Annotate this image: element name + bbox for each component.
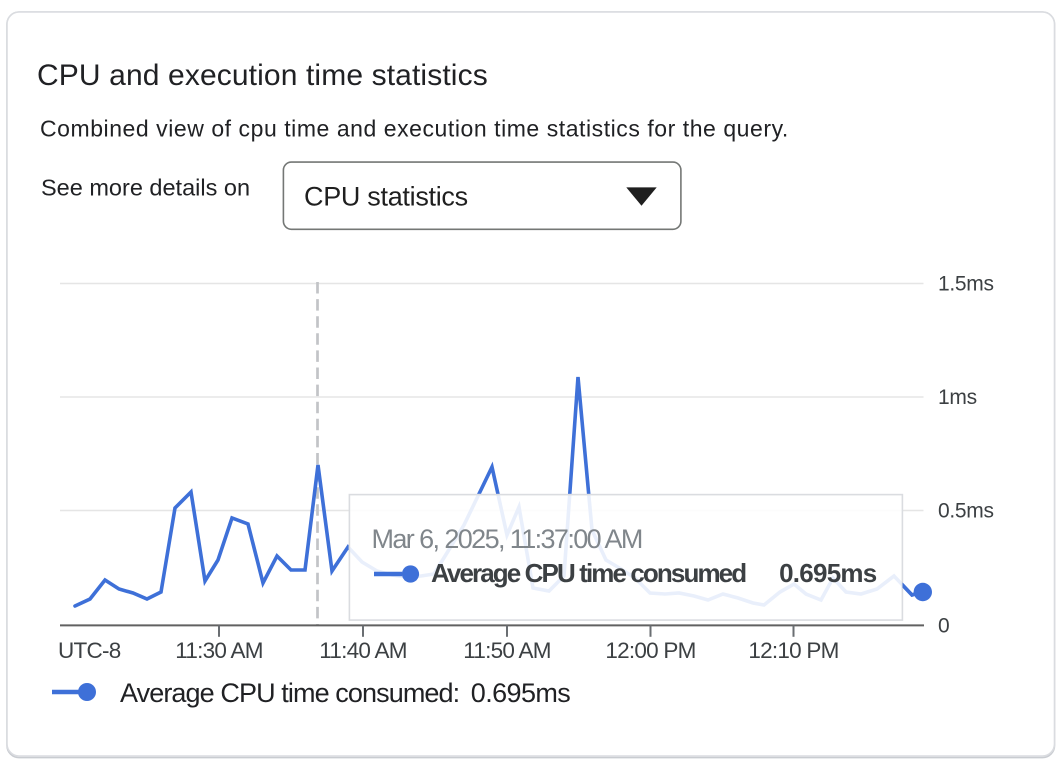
svg-text:0: 0 <box>938 615 949 638</box>
svg-text:12:10 PM: 12:10 PM <box>748 638 838 663</box>
svg-text:CPU and execution time statist: CPU and execution time statistics <box>37 59 488 92</box>
svg-text:12:00 PM: 12:00 PM <box>605 638 695 663</box>
svg-text:CPU statistics: CPU statistics <box>304 182 468 212</box>
svg-text:Combined view of cpu time and: Combined view of cpu time and execution … <box>40 116 789 142</box>
svg-text:0.695ms: 0.695ms <box>471 678 570 708</box>
svg-text:See more details on: See more details on <box>41 174 250 200</box>
svg-text:1ms: 1ms <box>938 386 977 409</box>
svg-text:11:40 AM: 11:40 AM <box>319 638 406 663</box>
svg-text:Mar 6, 2025, 11:37:00 AM: Mar 6, 2025, 11:37:00 AM <box>372 524 642 554</box>
svg-text:11:50 AM: 11:50 AM <box>463 638 550 663</box>
svg-text:Average CPU time consumed:: Average CPU time consumed: <box>120 678 459 708</box>
svg-text:Average CPU time consumed: Average CPU time consumed <box>431 558 746 588</box>
svg-text:11:30 AM: 11:30 AM <box>175 638 262 663</box>
svg-text:1.5ms: 1.5ms <box>938 273 994 296</box>
svg-text:0.5ms: 0.5ms <box>938 500 994 523</box>
svg-text:UTC-8: UTC-8 <box>58 638 121 663</box>
svg-text:0.695ms: 0.695ms <box>779 558 877 588</box>
